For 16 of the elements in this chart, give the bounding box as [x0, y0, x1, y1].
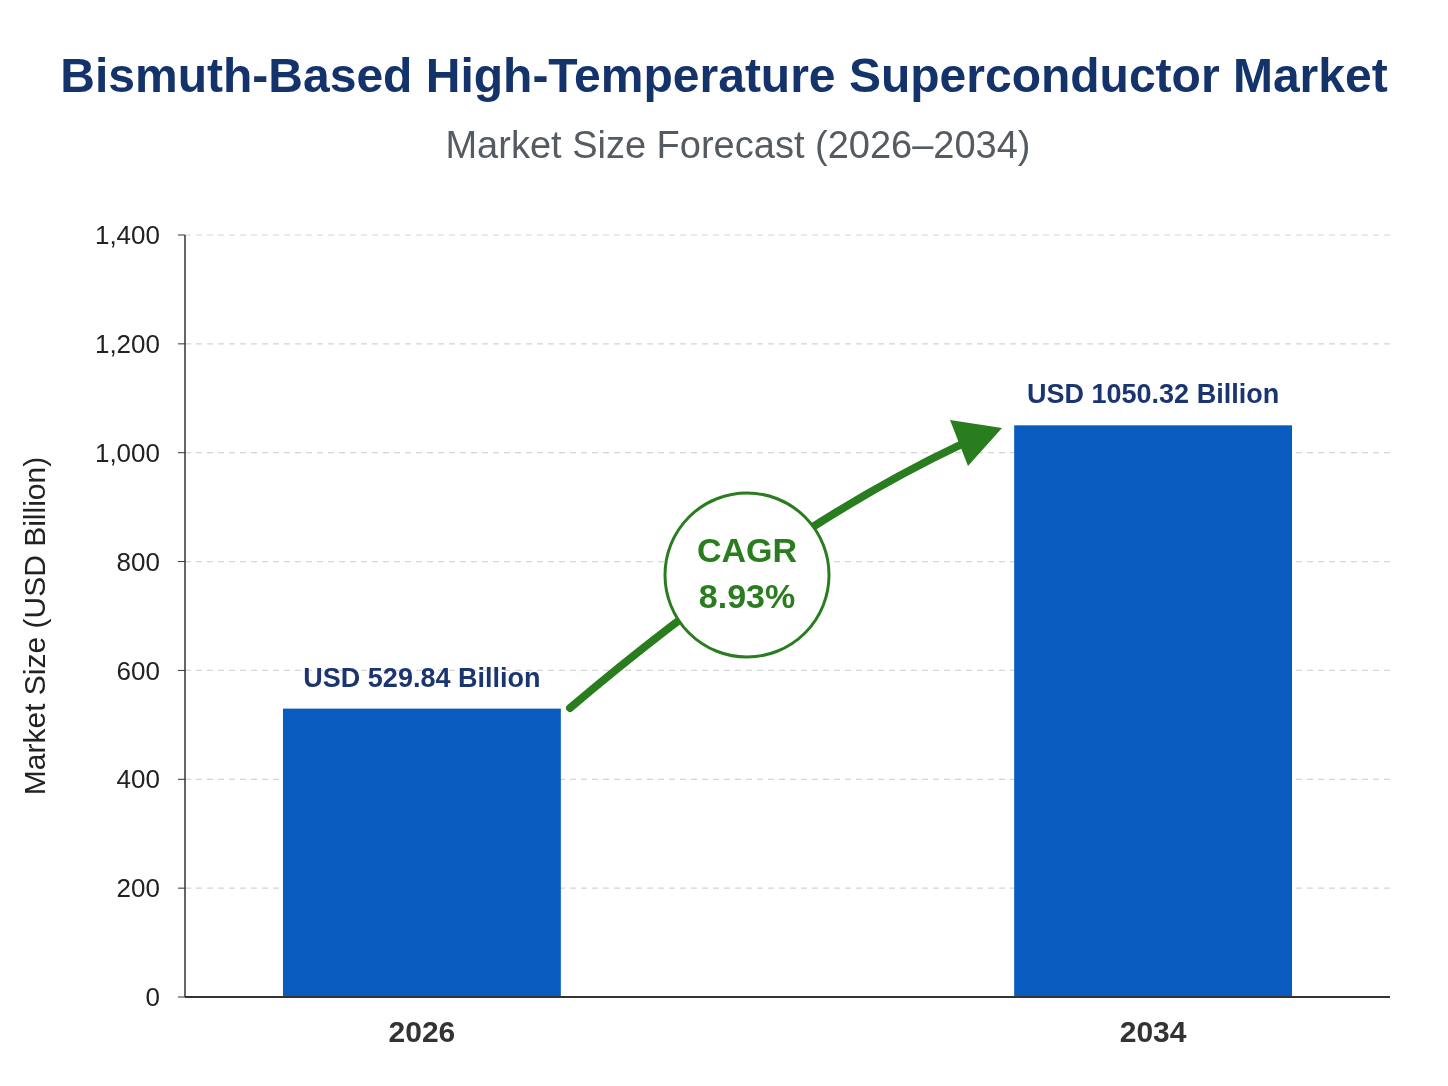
y-tick-label: 1,200	[94, 328, 160, 359]
y-tick-label: 600	[116, 655, 160, 686]
y-axis-title: Market Size (USD Billion)	[18, 456, 51, 796]
x-tick-label: 2034	[1119, 1015, 1187, 1048]
y-tick-label: 400	[116, 764, 160, 795]
annotation: CAGR 8.93%	[696, 531, 798, 615]
data-label: USD 1050.32 Billion	[1027, 379, 1280, 410]
y-tick-label: 800	[116, 546, 160, 577]
chart-title: Bismuth-Based High-Temperature Superconductor Market	[60, 49, 1388, 102]
data-label: USD 529.84 Billion	[303, 662, 541, 693]
x-tick-label: 2026	[388, 1015, 456, 1048]
y-tick-label: 1,000	[94, 437, 160, 468]
chart-subtitle: Market Size Forecast (2026–2034)	[445, 124, 1031, 166]
y-tick-label: 1,400	[94, 220, 160, 251]
y-tick-label: 200	[116, 873, 160, 904]
y-tick-label: 0	[145, 982, 160, 1013]
